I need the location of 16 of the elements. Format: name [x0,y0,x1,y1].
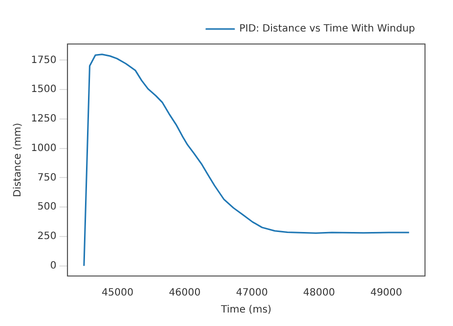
x-tick-label: 47000 [236,288,268,299]
y-tick-label: 1750 [30,54,56,66]
x-tick-label: 49000 [370,288,402,299]
x-tick-label: 46000 [168,288,201,299]
y-tick-label: 1250 [30,114,56,125]
y-tick-label: 1000 [30,142,56,154]
x-axis-title: Time (ms) [220,304,272,316]
y-tick-label: 1500 [30,84,56,96]
legend-label: PID: Distance vs Time With Windup [239,24,416,35]
y-tick-label: 500 [37,202,56,213]
y-tick-label: 0 [50,260,56,272]
x-tick-label: 45000 [102,288,134,299]
y-axis-title: Distance (mm) [12,122,24,198]
x-tick-label: 48000 [303,288,335,299]
y-tick-label: 750 [37,172,56,184]
y-tick-label: 250 [37,231,56,242]
